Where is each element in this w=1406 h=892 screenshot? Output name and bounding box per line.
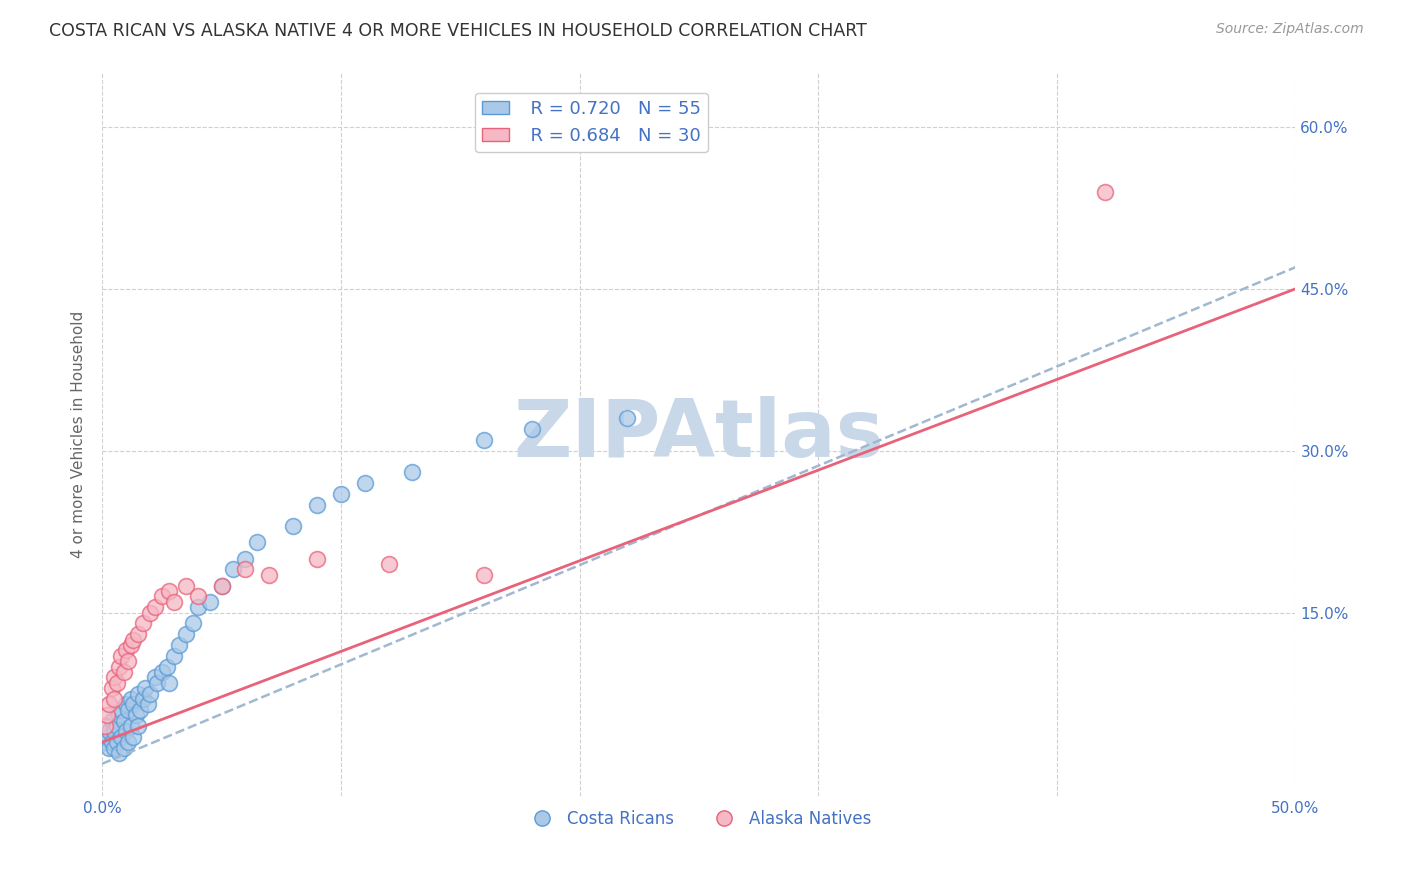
Point <box>122 632 145 647</box>
Point <box>120 692 142 706</box>
Text: ZIPAtlas: ZIPAtlas <box>513 395 884 474</box>
Point <box>112 665 135 679</box>
Point <box>117 735 139 749</box>
Point <box>117 703 139 717</box>
Point <box>100 714 122 728</box>
Point <box>1094 185 1116 199</box>
Point <box>156 659 179 673</box>
Point <box>96 730 118 744</box>
Point <box>110 648 132 663</box>
Point <box>108 746 131 760</box>
Point <box>98 698 121 712</box>
Point <box>124 708 146 723</box>
Point <box>127 719 149 733</box>
Point <box>174 627 197 641</box>
Point <box>127 627 149 641</box>
Point <box>112 740 135 755</box>
Point <box>103 670 125 684</box>
Point <box>305 498 328 512</box>
Point <box>98 724 121 739</box>
Point <box>246 535 269 549</box>
Point <box>105 719 128 733</box>
Point <box>117 654 139 668</box>
Point <box>127 687 149 701</box>
Point <box>93 719 115 733</box>
Point <box>100 681 122 695</box>
Point <box>235 551 257 566</box>
Point <box>105 735 128 749</box>
Point <box>472 567 495 582</box>
Point <box>520 422 543 436</box>
Point <box>235 562 257 576</box>
Point <box>472 433 495 447</box>
Y-axis label: 4 or more Vehicles in Household: 4 or more Vehicles in Household <box>72 311 86 558</box>
Point <box>120 719 142 733</box>
Point <box>353 476 375 491</box>
Point <box>401 465 423 479</box>
Point <box>222 562 245 576</box>
Point <box>139 606 162 620</box>
Point <box>211 579 233 593</box>
Point <box>187 590 209 604</box>
Point <box>93 735 115 749</box>
Point <box>211 579 233 593</box>
Point <box>103 692 125 706</box>
Point <box>146 675 169 690</box>
Point <box>259 567 281 582</box>
Point <box>110 703 132 717</box>
Point <box>132 616 155 631</box>
Point <box>110 730 132 744</box>
Point <box>115 698 138 712</box>
Point <box>163 595 186 609</box>
Point <box>174 579 197 593</box>
Point <box>329 487 352 501</box>
Point <box>100 735 122 749</box>
Point <box>187 600 209 615</box>
Point <box>129 703 152 717</box>
Point <box>105 675 128 690</box>
Point <box>181 616 204 631</box>
Point <box>115 724 138 739</box>
Point <box>132 692 155 706</box>
Legend: Costa Ricans, Alaska Natives: Costa Ricans, Alaska Natives <box>519 804 879 835</box>
Point <box>616 411 638 425</box>
Point <box>108 659 131 673</box>
Point <box>134 681 156 695</box>
Point <box>157 675 180 690</box>
Point <box>103 740 125 755</box>
Point <box>136 698 159 712</box>
Text: Source: ZipAtlas.com: Source: ZipAtlas.com <box>1216 22 1364 37</box>
Point <box>281 519 304 533</box>
Point <box>167 638 190 652</box>
Point <box>143 670 166 684</box>
Point <box>103 724 125 739</box>
Point <box>139 687 162 701</box>
Point <box>115 643 138 657</box>
Point <box>96 708 118 723</box>
Point <box>122 698 145 712</box>
Point <box>122 730 145 744</box>
Point <box>163 648 186 663</box>
Point <box>377 557 399 571</box>
Point <box>112 714 135 728</box>
Text: COSTA RICAN VS ALASKA NATIVE 4 OR MORE VEHICLES IN HOUSEHOLD CORRELATION CHART: COSTA RICAN VS ALASKA NATIVE 4 OR MORE V… <box>49 22 868 40</box>
Point <box>108 708 131 723</box>
Point <box>157 584 180 599</box>
Point <box>143 600 166 615</box>
Point <box>305 551 328 566</box>
Point <box>150 590 173 604</box>
Point <box>150 665 173 679</box>
Point <box>120 638 142 652</box>
Point <box>98 740 121 755</box>
Point <box>198 595 221 609</box>
